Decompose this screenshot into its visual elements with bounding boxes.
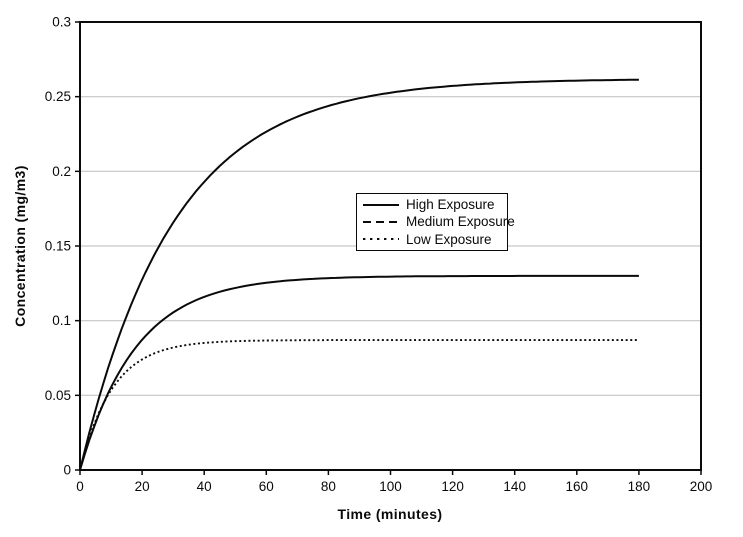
legend-label-high-exposure: High Exposure [406,196,495,212]
curve-low-exposure [79,339,639,471]
curve-medium-exposure [79,274,639,471]
y-tick-label: 0.25 [45,89,71,104]
x-tick-label: 40 [197,479,212,494]
y-axis-title: Concentration (mg/m3) [12,165,28,327]
y-tick-label: 0.2 [52,164,71,179]
legend-item-high-exposure: High Exposure [362,196,503,213]
legend-item-low-exposure: Low Exposure [362,231,503,248]
y-tick-label: 0.05 [45,388,71,403]
y-tick-label: 0.1 [52,313,71,328]
solid-line-sample-icon [363,203,399,206]
x-tick-label: 60 [259,479,274,494]
legend-label-medium-exposure: Medium Exposure [406,214,515,230]
x-tick-label: 140 [503,479,526,494]
y-tick-label: 0.3 [52,15,71,30]
x-tick-label: 80 [321,479,336,494]
x-tick-label: 0 [76,479,84,494]
legend-label-low-exposure: Low Exposure [406,231,492,247]
dashed-line-sample-icon [363,220,399,223]
legend-item-medium-exposure: Medium Exposure [362,213,515,230]
y-tick-label: 0.15 [45,239,71,254]
x-tick-label: 100 [379,479,402,494]
legend-box: High Exposure Medium Exposure Low Exposu… [356,193,515,251]
curve-high-exposure [79,78,639,471]
x-tick-label: 160 [566,479,589,494]
x-tick-label: 20 [135,479,150,494]
dotted-line-sample-icon [363,238,399,241]
x-tick-label: 120 [441,479,464,494]
x-tick-label: 180 [628,479,651,494]
y-tick-label: 0 [63,463,71,478]
x-tick-label: 200 [690,479,713,494]
x-axis-title: Time (minutes) [337,506,443,522]
